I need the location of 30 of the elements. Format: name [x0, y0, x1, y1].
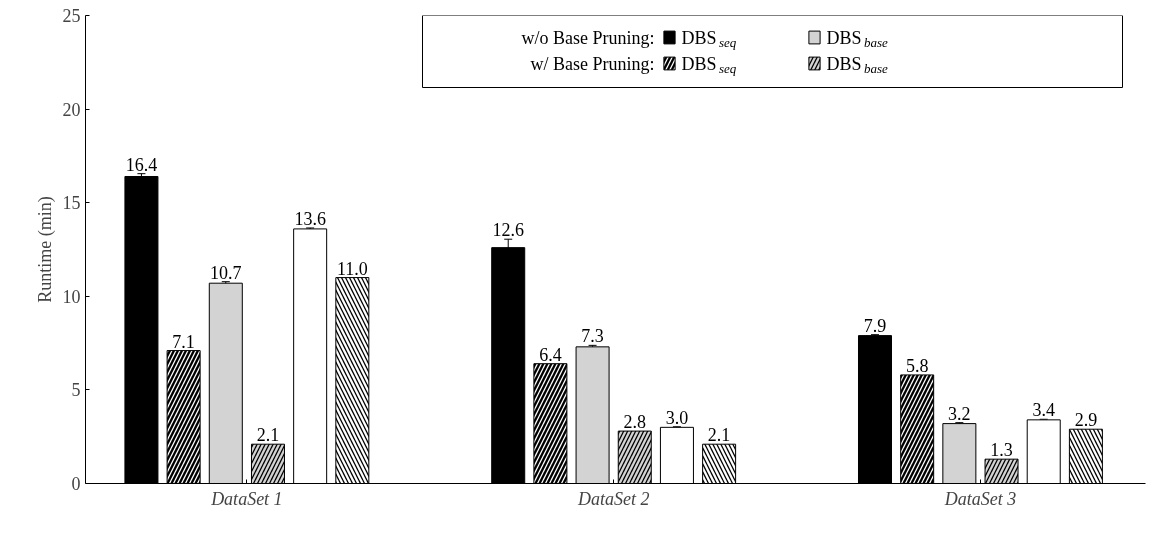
data-label: 3.0 — [665, 407, 689, 428]
y-axis-title: Runtime (min) — [34, 196, 56, 303]
data-label: 7.9 — [863, 315, 887, 336]
data-label: 2.1 — [256, 425, 280, 446]
annotation: w/ Base Pruning: — [530, 53, 655, 74]
data-label: 7.3 — [581, 326, 604, 347]
data-label: 3.4 — [1032, 400, 1055, 421]
y-tick-label: 10 — [62, 286, 81, 307]
x-tick-label: DataSet 2 — [576, 488, 650, 509]
data-label: 12.6 — [492, 220, 524, 241]
y-tick-label: 5 — [71, 380, 81, 401]
y-tick-label: 20 — [62, 99, 81, 120]
data-label: 2.1 — [707, 425, 731, 446]
data-label: 16.4 — [125, 154, 158, 175]
y-tick-label: 15 — [62, 193, 81, 214]
x-tick-label: DataSet 1 — [210, 488, 283, 509]
data-label: 2.8 — [623, 412, 647, 433]
data-label: 2.9 — [1074, 410, 1098, 431]
data-label: 6.4 — [539, 344, 562, 365]
data-label: 5.8 — [905, 355, 929, 376]
data-label: 13.6 — [294, 208, 326, 229]
data-label: 10.7 — [210, 262, 242, 283]
y-tick-label: 0 — [71, 474, 81, 494]
x-tick-label: DataSet 3 — [943, 488, 1017, 509]
data-label: 1.3 — [990, 440, 1013, 461]
data-label: 7.1 — [172, 331, 195, 352]
data-label: 3.2 — [948, 403, 971, 424]
data-label: 11.0 — [336, 258, 368, 279]
annotation: w/o Base Pruning: — [521, 27, 655, 48]
y-tick-label: 25 — [62, 6, 81, 26]
